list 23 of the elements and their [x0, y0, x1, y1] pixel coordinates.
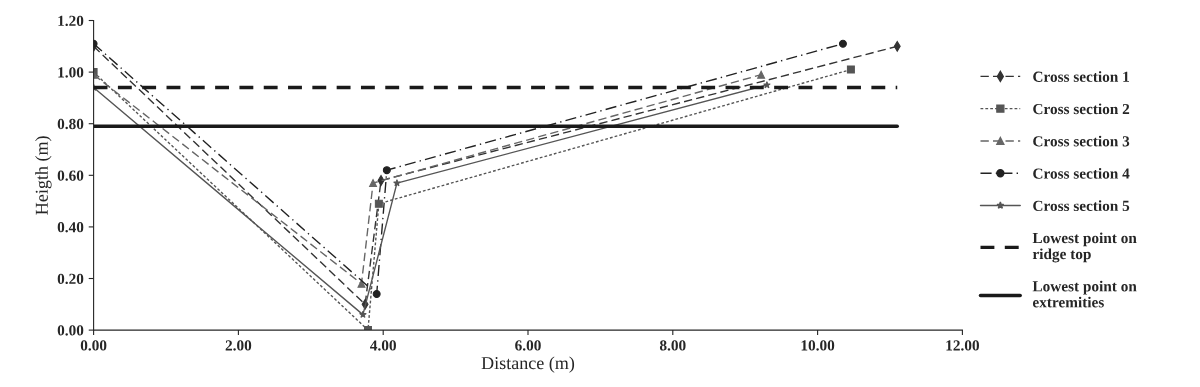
x-tick-label: 10.00 [801, 340, 835, 351]
legend-label: Lowest point on extremities [1032, 280, 1137, 308]
legend-label: Lowest point on ridge top [1032, 232, 1137, 263]
legend-label: Cross section 2 [1033, 103, 1130, 115]
x-axis-title: Distance (m) [481, 356, 575, 373]
x-tick-label: 8.00 [659, 340, 686, 351]
x-tick-label: 6.00 [515, 340, 541, 351]
y-tick-label: 1.20 [58, 15, 84, 27]
y-tick-label: 0.40 [57, 222, 84, 233]
y-tick-label: 0.80 [57, 118, 84, 130]
y-tick-label: 1.00 [58, 67, 84, 78]
x-tick-label: 2.00 [225, 340, 252, 351]
legend-label: Cross section 4 [1033, 167, 1130, 179]
x-tick-label: 12.00 [946, 340, 980, 351]
legend-label: Cross section 3 [1033, 135, 1130, 147]
y-tick-label: 0.20 [57, 273, 84, 285]
legend-label: Cross section 5 [1033, 200, 1130, 211]
x-tick-label: 0.00 [80, 340, 107, 351]
legend-label: Cross section 1 [1033, 71, 1129, 82]
y-tick-label: 0.60 [57, 170, 84, 181]
x-tick-label: 4.00 [370, 340, 396, 351]
y-axis-title: Heigth (m) [35, 136, 52, 215]
y-tick-label: 0.00 [57, 325, 84, 336]
